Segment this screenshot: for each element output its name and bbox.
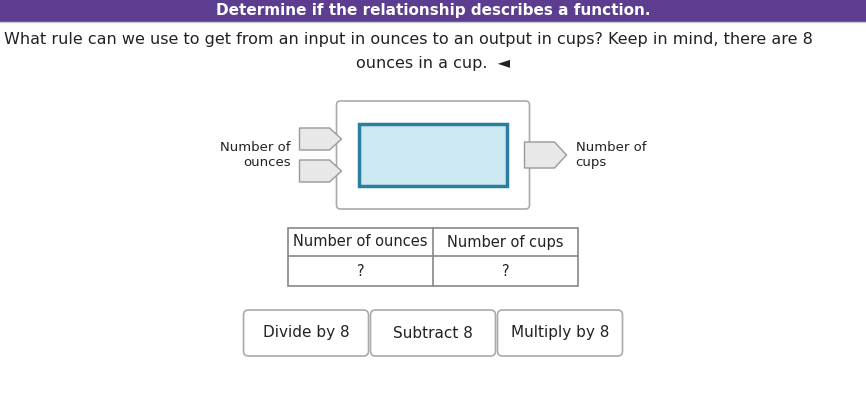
FancyBboxPatch shape	[359, 124, 507, 186]
Polygon shape	[300, 128, 341, 150]
Text: ounces in a cup.  ◄︎: ounces in a cup. ◄︎	[356, 56, 510, 71]
Bar	[288, 228, 578, 286]
Polygon shape	[525, 142, 566, 168]
Text: Number of cups: Number of cups	[447, 235, 564, 250]
FancyBboxPatch shape	[371, 310, 495, 356]
Text: What rule can we use to get from an input in ounces to an output in cups? Keep i: What rule can we use to get from an inpu…	[4, 32, 813, 47]
FancyBboxPatch shape	[337, 101, 529, 209]
Polygon shape	[300, 160, 341, 182]
Text: Multiply by 8: Multiply by 8	[511, 326, 609, 341]
Text: Determine if the relationship describes a function.: Determine if the relationship describes …	[216, 4, 650, 18]
Text: ?: ?	[357, 264, 365, 279]
Text: Number of
cups: Number of cups	[576, 141, 646, 169]
Text: Divide by 8: Divide by 8	[262, 326, 349, 341]
FancyBboxPatch shape	[497, 310, 623, 356]
Text: Subtract 8: Subtract 8	[393, 326, 473, 341]
Text: Number of
ounces: Number of ounces	[220, 141, 290, 169]
FancyBboxPatch shape	[243, 310, 369, 356]
Text: ?: ?	[501, 264, 509, 279]
Text: Number of ounces: Number of ounces	[294, 235, 428, 250]
Bar	[0, 0, 866, 22]
